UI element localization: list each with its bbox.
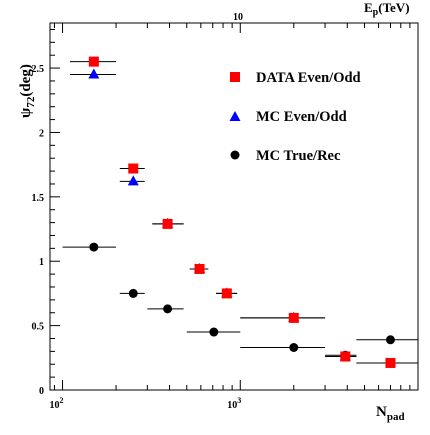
circle-marker (163, 304, 173, 314)
y-tick-label: 1.5 (32, 193, 45, 204)
data-point-mc-true-rec (147, 304, 184, 314)
x-tick-label: 102 (50, 396, 64, 411)
data-point-data-even-odd (152, 218, 184, 229)
data-point-mc-even-odd (119, 175, 145, 186)
square-marker (194, 263, 205, 274)
square-marker (385, 357, 396, 368)
data-point-data-even-odd (189, 263, 209, 274)
plot-frame (49, 22, 419, 391)
legend-entry-data-even-odd: DATA Even/Odd (230, 70, 361, 86)
top-axis-title: Ep(TeV) (364, 0, 410, 18)
legend-marker-square (230, 72, 240, 82)
data-point-mc-true-rec (240, 343, 326, 353)
data-points (62, 56, 418, 368)
axis-ticks (50, 23, 411, 391)
circle-marker (289, 343, 299, 353)
y-tick-label: 0 (39, 386, 44, 397)
y-axis-title: ψ72(deg) (18, 64, 37, 118)
legend-label-mc-even-odd: MC Even/Odd (256, 109, 347, 125)
circle-marker (209, 327, 219, 337)
triangle-marker (88, 68, 100, 79)
x-axis-title: Npad (376, 404, 405, 423)
y-tick-label: 2 (39, 128, 44, 139)
data-point-mc-true-rec (62, 242, 117, 252)
data-point-data-even-odd (119, 163, 145, 174)
data-point-mc-true-rec (356, 335, 418, 345)
square-marker (88, 56, 99, 67)
triangle-marker (127, 175, 139, 186)
x-tick-label: 103 (227, 396, 241, 411)
data-point-data-even-odd (69, 56, 117, 67)
square-marker (221, 288, 232, 299)
circle-marker (385, 335, 395, 345)
square-marker (340, 351, 351, 362)
data-point-data-even-odd (325, 351, 357, 362)
y-tick-label: 1 (39, 257, 44, 268)
plot-border (49, 22, 419, 391)
y-tick-label: 2.5 (32, 64, 45, 75)
legend-marker-triangle (229, 111, 241, 121)
data-point-mc-true-rec (186, 327, 241, 337)
circle-marker (89, 242, 99, 252)
square-marker (128, 163, 139, 174)
data-point-mc-even-odd (240, 311, 326, 322)
legend-entry-mc-even-odd: MC Even/Odd (229, 109, 347, 125)
square-marker (288, 312, 299, 323)
y-tick-label: 0.5 (32, 322, 45, 333)
data-point-data-even-odd (215, 288, 238, 299)
legend-marker-circle (230, 150, 240, 160)
data-point-data-even-odd (240, 312, 326, 323)
top-axis-tick-label: 10 (233, 12, 243, 23)
data-point-data-even-odd (356, 357, 418, 368)
legend-label-data-even-odd: DATA Even/Odd (256, 70, 361, 86)
circle-marker (128, 288, 138, 298)
square-marker (162, 218, 173, 229)
legend-label-mc-true-rec: MC True/Rec (256, 148, 341, 164)
tick-labels: 0 0.5 1 1.5 2 2.5 102 103 (32, 64, 242, 411)
data-point-mc-even-odd (69, 68, 117, 79)
legend-entry-mc-true-rec: MC True/Rec (230, 148, 341, 164)
data-point-mc-true-rec (119, 288, 145, 298)
legend: DATA Even/Odd MC Even/Odd MC True/Rec (229, 70, 361, 164)
